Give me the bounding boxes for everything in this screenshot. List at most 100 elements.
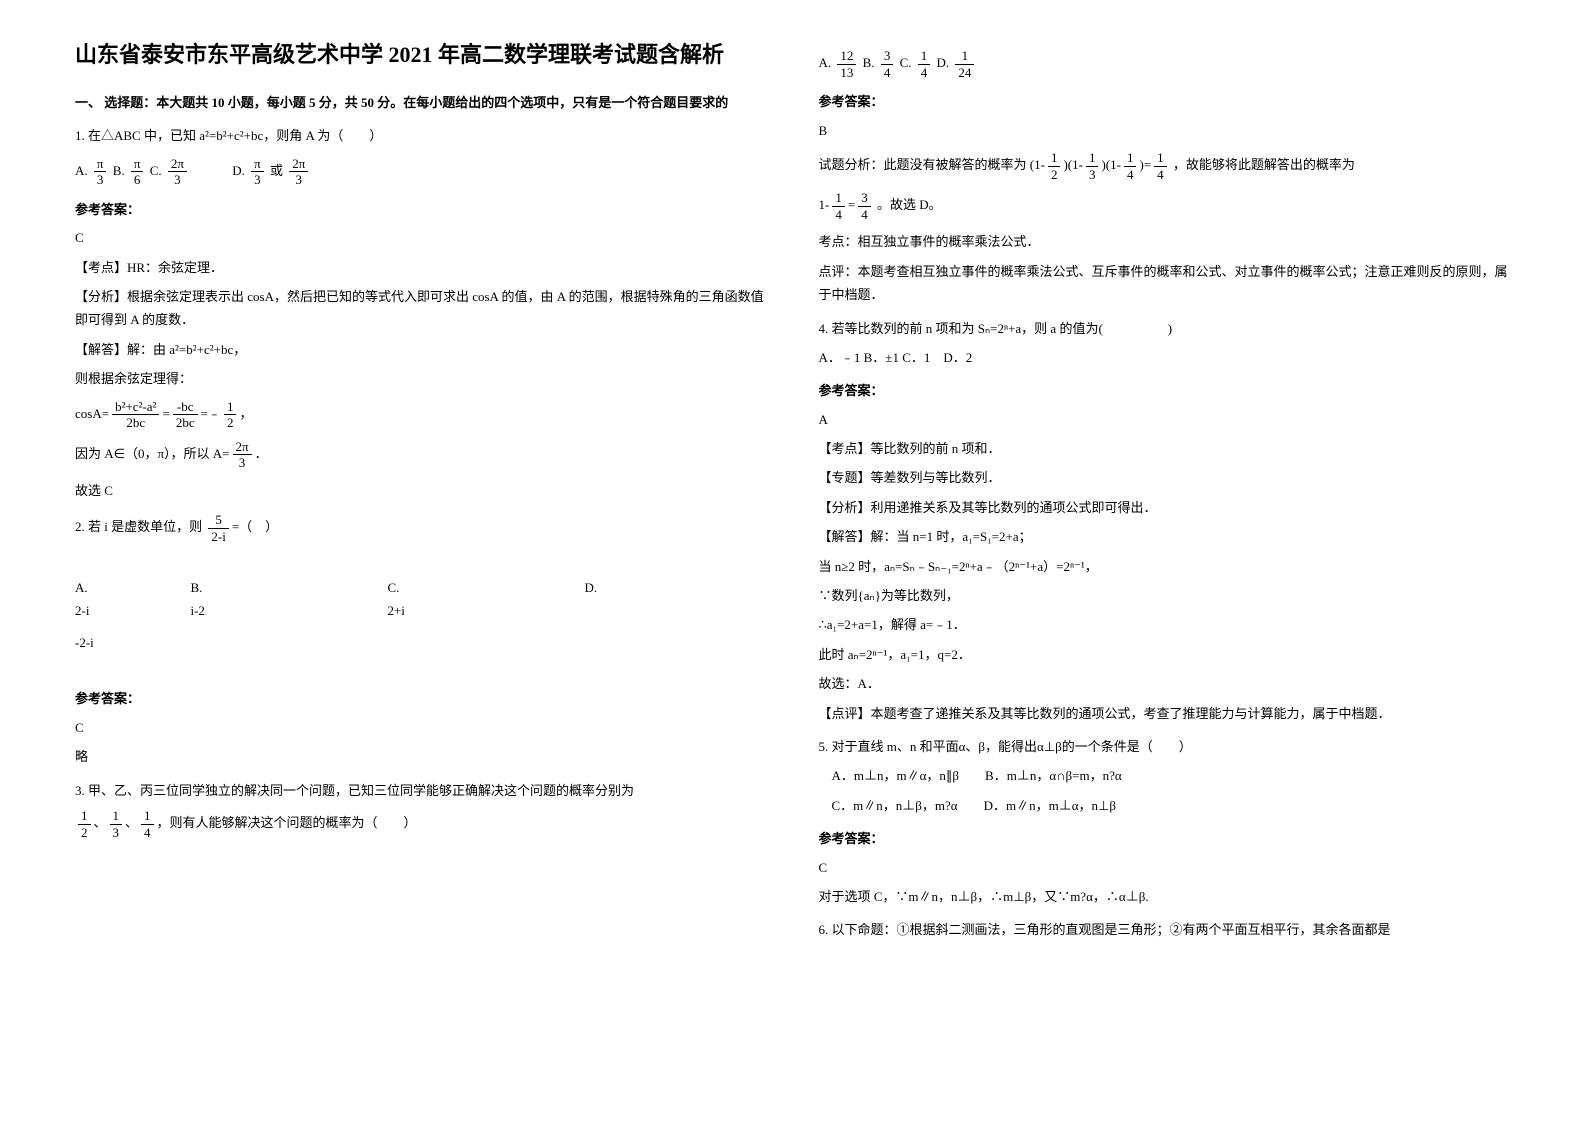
q3-sep2: 、 [125, 815, 138, 830]
q3-prod-eq: = [1144, 157, 1151, 172]
q3-probs: 12、13、14，则有人能够解决这个问题的概率为（ ） [75, 808, 769, 840]
q2-text: 2. 若 i 是虚数单位，则 52-i=（ ） [75, 512, 769, 544]
q3-review: 点评：本题考查相互独立事件的概率乘法公式、互斥事件的概率和公式、对立事件的概率公… [819, 260, 1513, 307]
frac-pi3-d: π3 [251, 156, 264, 188]
q3-options: A. 1213 B. 34 C. 14 D. 124 [819, 48, 1513, 80]
q3-opt-d-label: D. [936, 55, 952, 70]
q4-review: 【点评】本题考查了递推关系及其等比数列的通项公式，考查了推理能力与计算能力，属于… [819, 702, 1513, 725]
question-5: 5. 对于直线 m、n 和平面α、β，能得出α⊥β的一个条件是（ ） A．m⊥n… [819, 735, 1513, 908]
q3-text-pre: 3. 甲、乙、丙三位同学独立的解决同一个问题，已知三位同学能够正确解决这个问题的… [75, 779, 769, 802]
q1-sol1: 【解答】解：由 a²=b²+c²+bc， [75, 338, 769, 361]
frac-cosA1: b²+c²-a²2bc [112, 399, 159, 431]
q1-opt-c-label: C. [150, 163, 165, 178]
frac-pi3: π3 [94, 156, 107, 188]
q1-sol5: 故选 C [75, 479, 769, 502]
frac-third-q3: 13 [110, 808, 123, 840]
q2-answer-label: 参考答案： [75, 687, 769, 710]
q1-options: A. π3 B. π6 C. 2π3 D. π3 或 2π3 [75, 156, 769, 188]
frac-12-13: 1213 [837, 48, 856, 80]
q1-answer: C [75, 226, 769, 249]
q4-sol5: 此时 aₙ=2ⁿ⁻¹，a₁=1，q=2． [819, 643, 1513, 666]
q1-analysis1: 【考点】HR：余弦定理． [75, 256, 769, 279]
q2-options: A. 2-i B. i-2 C. 2+i D. [75, 552, 769, 622]
q3-point: 考点：相互独立事件的概率乘法公式． [819, 230, 1513, 253]
q4-answer: A [819, 408, 1513, 431]
q2-opt-d-val: -2-i [75, 631, 769, 654]
q3-oneminus-pre: 1- [819, 197, 830, 212]
q4-point: 【考点】等比数列的前 n 项和． [819, 437, 1513, 460]
q3-opt-a-label: A. [819, 55, 835, 70]
right-column: A. 1213 B. 34 C. 14 D. 124 参考答案： B 试题分析：… [794, 40, 1538, 1082]
frac-half-p: 12 [1048, 150, 1061, 182]
q1-opt-d-pre: D. [193, 163, 248, 178]
q1-sol4-post: ． [255, 446, 268, 461]
q1-answer-label: 参考答案： [75, 198, 769, 221]
q5-answer: C [819, 856, 1513, 879]
q3-analysis2: 1-14=34 。故选 D。 [819, 190, 1513, 222]
frac-quarter-om: 14 [832, 190, 845, 222]
q3-prod-3pre: (1- [1106, 157, 1121, 172]
q1-text: 1. 在△ABC 中，已知 a²=b²+c²+bc，则角 A 为（ ） [75, 124, 769, 147]
frac-quarter-res: 14 [1154, 150, 1167, 182]
left-column: 山东省泰安市东平高级艺术中学 2021 年高二数学理联考试题含解析 一、 选择题… [50, 40, 794, 1082]
q3-oneminus-eq: = [848, 197, 855, 212]
q1-sol3-mid: = [162, 406, 169, 421]
frac-pi6: π6 [131, 156, 144, 188]
q4-sol6: 故选：A． [819, 672, 1513, 695]
q3-analysis2-post: 。故选 D。 [877, 197, 942, 212]
q2-opt-d: D. [584, 552, 768, 622]
question-2: 2. 若 i 是虚数单位，则 52-i=（ ） A. 2-i B. i-2 C.… [75, 512, 769, 768]
q1-opt-a-label: A. [75, 163, 91, 178]
q4-topic: 【专题】等差数列与等比数列． [819, 466, 1513, 489]
q1-analysis2: 【分析】根据余弦定理表示出 cosA，然后把已知的等式代入即可求出 cosA 的… [75, 285, 769, 332]
q1-sol3-post: =﹣ [201, 406, 221, 421]
q2-answer: C [75, 716, 769, 739]
question-4: 4. 若等比数列的前 n 项和为 Sₙ=2ⁿ+a，则 a 的值为( ) A．﹣1… [819, 317, 1513, 725]
q4-sol1: 【解答】解：当 n=1 时，a₁=S₁=2+a； [819, 525, 1513, 548]
q4-options: A．﹣1 B．±1 C．1 D．2 [819, 346, 1513, 369]
q2-opt-c: C. 2+i [387, 552, 584, 622]
frac-half-q3: 12 [78, 808, 91, 840]
frac-quarter-p: 14 [1124, 150, 1137, 182]
q3-analysis-post: ，故能够将此题解答出的概率为 [1173, 157, 1355, 172]
frac-half: 12 [224, 399, 237, 431]
q3-prod-2pre: (1- [1068, 157, 1083, 172]
q6-text: 6. 以下命题：①根据斜二测画法，三角形的直观图是三角形；②有两个平面互相平行，… [819, 918, 1513, 941]
q2-text-post: （ ） [239, 519, 278, 534]
q1-sol3-comma: ， [239, 406, 252, 421]
frac-third-p: 13 [1086, 150, 1099, 182]
q4-text: 4. 若等比数列的前 n 项和为 Sₙ=2ⁿ+a，则 a 的值为( ) [819, 317, 1513, 340]
q1-sol3-pre: cosA= [75, 406, 109, 421]
q2-text-pre: 2. 若 i 是虚数单位，则 [75, 519, 205, 534]
frac-1-4: 14 [918, 48, 931, 80]
frac-quarter-q3: 14 [141, 808, 154, 840]
q4-sol3: ∵数列{aₙ}为等比数列， [819, 584, 1513, 607]
q3-sep1: 、 [94, 815, 107, 830]
q3-answer: B [819, 119, 1513, 142]
q5-analysis: 对于选项 C，∵m∥n，n⊥β，∴m⊥β，又∵m?α，∴α⊥β. [819, 885, 1513, 908]
frac-3-4: 34 [881, 48, 894, 80]
q1-sol4-pre: 因为 A∈（0，π），所以 A= [75, 446, 230, 461]
q2-opt-a: A. 2-i [75, 552, 190, 622]
q3-analysis-pre: 试题分析：此题没有被解答的概率为 [819, 157, 1027, 172]
section-1-header: 一、 选择题：本大题共 10 小题，每小题 5 分，共 50 分。在每小题给出的… [75, 91, 769, 114]
q3-text-post: ，则有人能够解决这个问题的概率为（ ） [157, 815, 417, 830]
q4-sol4: ∴a₁=2+a=1，解得 a=﹣1． [819, 613, 1513, 636]
q2-omitted: 略 [75, 745, 769, 768]
frac-2pi3-d: 2π3 [289, 156, 308, 188]
question-6: 6. 以下命题：①根据斜二测画法，三角形的直观图是三角形；②有两个平面互相平行，… [819, 918, 1513, 941]
q1-sol2: 则根据余弦定理得： [75, 367, 769, 390]
q3-answer-label: 参考答案： [819, 90, 1513, 113]
q4-analysis: 【分析】利用递推关系及其等比数列的通项公式即可得出． [819, 496, 1513, 519]
q4-sol2: 当 n≥2 时，aₙ=Sₙ﹣Sₙ₋₁=2ⁿ+a﹣（2ⁿ⁻¹+a）=2ⁿ⁻¹， [819, 555, 1513, 578]
q5-opts-ab: A．m⊥n，m∥α，n∥β B．m⊥n，α∩β=m，n?α [832, 764, 1513, 787]
q1-cosA-formula: cosA=b²+c²-a²2bc=-bc2bc=﹣12， [75, 399, 769, 431]
frac-34-om: 34 [858, 190, 871, 222]
q2-opt-b: B. i-2 [190, 552, 387, 622]
document-title: 山东省泰安市东平高级艺术中学 2021 年高二数学理联考试题含解析 [75, 40, 769, 71]
question-1: 1. 在△ABC 中，已知 a²=b²+c²+bc，则角 A 为（ ） A. π… [75, 124, 769, 502]
q3-opt-c-label: C. [900, 55, 915, 70]
q4-answer-label: 参考答案： [819, 379, 1513, 402]
frac-2pi3-sol: 2π3 [233, 439, 252, 471]
q5-opts-cd: C．m∥n，n⊥β，m?α D．m∥n，m⊥α，n⊥β [832, 794, 1513, 817]
